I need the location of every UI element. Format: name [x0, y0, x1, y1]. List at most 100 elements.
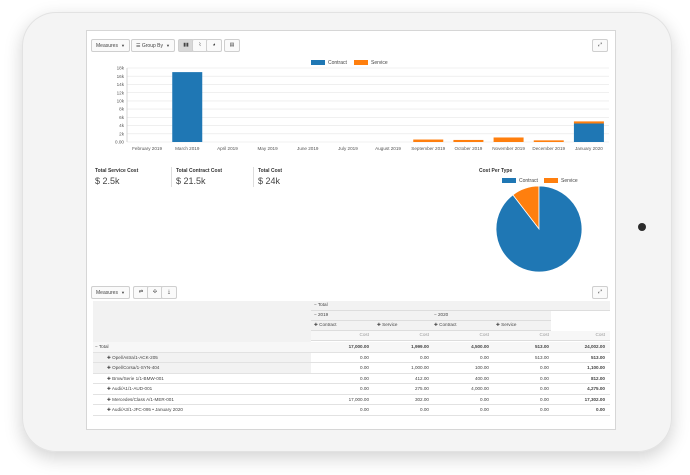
cell-value[interactable]: 0.00	[480, 396, 489, 402]
measures-label: Measures	[96, 290, 118, 296]
cell-value[interactable]: 0.00	[360, 354, 369, 360]
header-year-2020[interactable]: − 2020	[434, 312, 449, 317]
cell-value[interactable]: 17,302.00	[584, 396, 605, 402]
x-tick-label: April 2019	[217, 146, 238, 151]
row-header[interactable]: ✚ Opel/Corsa/1-SYN-404	[107, 365, 160, 370]
bar-chart-icon: ▮▮	[183, 42, 189, 48]
cell-value[interactable]: 812.00	[590, 375, 605, 381]
header-service-2019[interactable]: ✚ Service	[377, 322, 398, 327]
cell-value[interactable]: 513.00	[534, 354, 549, 360]
row-divider	[93, 383, 610, 384]
cell-value[interactable]: 0.00	[540, 375, 549, 381]
cell-value[interactable]: 0.00	[596, 407, 605, 412]
cell-value[interactable]: 24,002.00	[584, 344, 605, 349]
caret-down-icon: ▼	[120, 290, 125, 295]
cell-value[interactable]: 100.00	[474, 365, 489, 370]
groupby-label: Group By	[141, 43, 163, 49]
type-label: Service	[501, 322, 517, 327]
row-header[interactable]: − Total	[95, 344, 109, 349]
cell-value[interactable]: 0.00	[540, 407, 549, 412]
row-header[interactable]: ✚ Opel/Astra/1-ACK-205	[107, 354, 158, 360]
cell-value[interactable]: 1,999.00	[411, 344, 429, 349]
table-row[interactable]: ✚ Audi/A1/1-AUD-001 0.00 275.00 4,000.00 0.0…	[93, 384, 610, 395]
y-tick-label: 16k	[117, 74, 125, 79]
pivot-measures-dropdown[interactable]: Measures ▼	[91, 286, 130, 299]
dashboard-screen: Measures ▼ ☰ Group By ▼ ▮▮ ⌇ ◕ ▤ ⤢ Contrac…	[86, 30, 616, 430]
swap-icon: ⇄	[138, 289, 144, 295]
cell-value[interactable]: 17,000.00	[348, 344, 369, 349]
cell-value[interactable]: 17,000.00	[348, 396, 369, 402]
cell-value[interactable]: 0.00	[540, 386, 549, 391]
pie-legend-service[interactable]: Service	[544, 178, 578, 184]
pie-legend-contract[interactable]: Contract	[502, 178, 538, 184]
cell-value[interactable]: 0.00	[360, 375, 369, 381]
y-tick-label: 14k	[117, 82, 125, 87]
x-tick-label: September 2019	[411, 146, 445, 151]
y-tick-label: 10k	[117, 98, 125, 103]
groupby-dropdown[interactable]: ☰ Group By ▼	[131, 39, 175, 52]
cell-value[interactable]: 275.00	[414, 386, 429, 391]
download-button[interactable]: ⤓	[161, 286, 177, 299]
bar	[573, 123, 604, 142]
cell-value[interactable]: 0.00	[360, 365, 369, 370]
measures-dropdown[interactable]: Measures ▼	[91, 39, 130, 52]
measures-label: Measures	[96, 43, 118, 49]
cell-value[interactable]: 302.00	[414, 396, 429, 402]
cell-value[interactable]: 400.00	[474, 375, 489, 381]
row-header[interactable]: ✚ Audi/A1/1-AUD-001	[107, 386, 153, 391]
cell-value[interactable]: 0.00	[540, 365, 549, 370]
table-row[interactable]: ✚ Opel/Corsa/1-SYN-404 0.00 1,000.00 100.00…	[93, 363, 610, 374]
header-service-2020[interactable]: ✚ Service	[496, 322, 517, 327]
cell-value[interactable]: 4,500.00	[471, 344, 489, 349]
table-row[interactable]: ✚ Bmw/Serie 1/1-BMW-001 0.00 412.00 400.00 0…	[93, 374, 610, 384]
table-row[interactable]: ✚ Mercedes/Class A/1-MER-001 17,000.00 302…	[93, 395, 610, 405]
bar	[533, 140, 564, 142]
bar-legend-service[interactable]: Service	[354, 60, 388, 66]
y-tick-label: 12k	[117, 90, 125, 95]
row-header[interactable]: ✚ Bmw/Serie 1/1-BMW-001	[107, 375, 164, 381]
list-icon: ☰	[136, 43, 142, 49]
cell-value[interactable]: 412.00	[414, 375, 429, 381]
pivot-table: − Total − 2019 − 2020 ✚ Contract ✚ Servi…	[93, 301, 610, 419]
expand-button[interactable]: ⤢	[592, 39, 608, 52]
cell-value[interactable]: 0.00	[480, 354, 489, 360]
kpi-contract-value: $ 21.5k	[176, 176, 206, 186]
caret-down-icon: ▼	[120, 43, 125, 48]
cell-value[interactable]: 1,000.00	[411, 365, 429, 370]
cell-value[interactable]: 0.00	[480, 407, 489, 412]
bar	[573, 121, 604, 124]
pie-chart-button[interactable]: ◕	[206, 39, 222, 52]
row-divider	[93, 372, 610, 374]
caret-down-icon: ▼	[166, 43, 170, 48]
header-total[interactable]: − Total	[314, 302, 328, 307]
x-tick-label: March 2019	[175, 146, 200, 151]
bar-legend-contract[interactable]: Contract	[311, 60, 347, 66]
cell-value[interactable]: 513.00	[534, 344, 549, 349]
cell-value[interactable]: 0.00	[420, 407, 429, 412]
download-icon: ⤓	[167, 289, 171, 295]
cell-value[interactable]: 4,275.00	[587, 386, 605, 391]
cell-value[interactable]: 1,100.00	[587, 365, 605, 370]
row-header[interactable]: ✚ Audi/A3/1-JFC-095 • January 2020	[107, 407, 183, 412]
flip-axis-button[interactable]: ⇄	[133, 286, 149, 299]
header-total-cell[interactable]	[311, 301, 610, 311]
table-row[interactable]: ✚ Audi/A3/1-JFC-095 • January 2020 0.00 0.…	[93, 405, 610, 416]
cell-value[interactable]: 4,000.00	[471, 386, 489, 391]
header-contract-2019[interactable]: ✚ Contract	[314, 322, 337, 327]
cell-value[interactable]: 513.00	[590, 354, 605, 360]
x-tick-label: May 2019	[257, 146, 278, 151]
table-row[interactable]: − Total 17,000.00 1,999.00 4,500.00 513.00 24…	[93, 342, 610, 353]
cell-value[interactable]: 0.00	[360, 407, 369, 412]
measure-cost: Cost	[419, 332, 429, 337]
cell-value[interactable]: 0.00	[540, 396, 549, 402]
header-contract-2020[interactable]: ✚ Contract	[434, 322, 457, 327]
cell-value[interactable]: 0.00	[360, 386, 369, 391]
table-row[interactable]: ✚ Opel/Astra/1-ACK-205 0.00 0.00 0.00 513.00…	[93, 353, 610, 363]
cell-value[interactable]: 0.00	[420, 354, 429, 360]
pivot-expand-button[interactable]: ⤢	[592, 286, 608, 299]
row-header[interactable]: ✚ Mercedes/Class A/1-MER-001	[107, 396, 174, 402]
header-year-2019[interactable]: − 2019	[314, 312, 329, 317]
database-button[interactable]: ▤	[224, 39, 240, 52]
measure-cost: Cost	[539, 332, 549, 337]
legend-label: Contract	[519, 178, 538, 184]
